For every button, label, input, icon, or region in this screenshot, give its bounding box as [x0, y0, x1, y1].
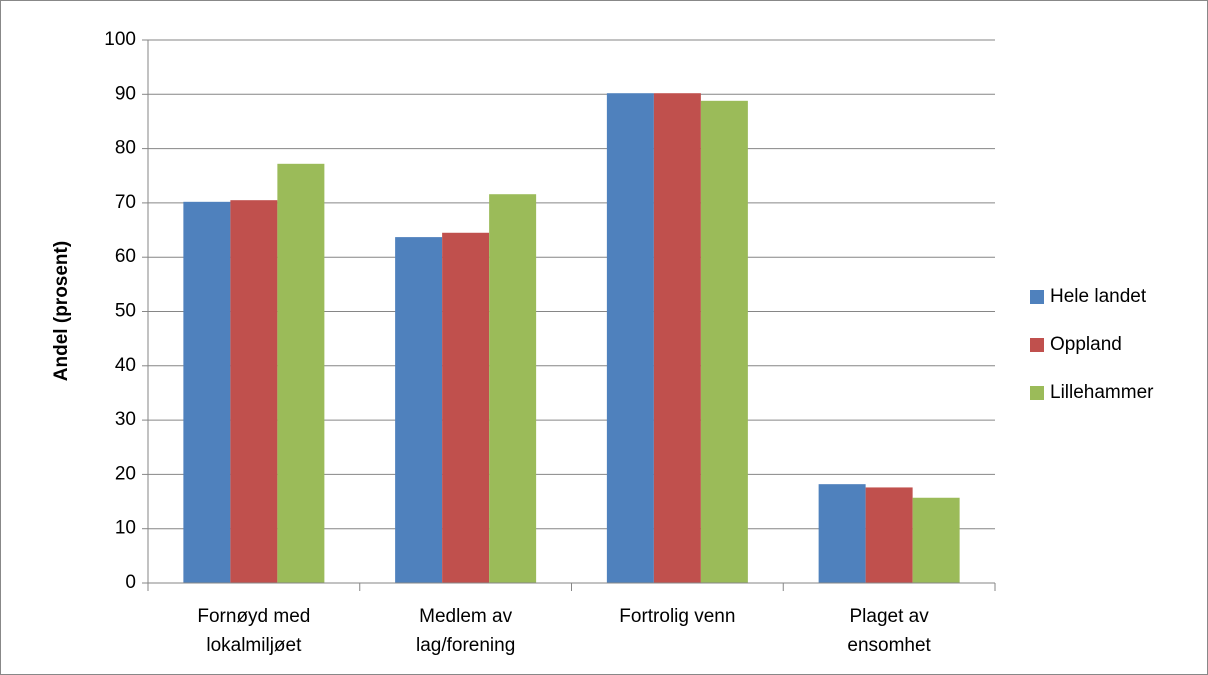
y-tick-label: 20	[115, 463, 136, 484]
x-tick-label: Medlem av	[419, 606, 512, 627]
bar	[489, 194, 537, 583]
x-tick-label: lag/forening	[416, 635, 515, 656]
x-tick-label: ensomhet	[847, 635, 931, 656]
bar	[865, 487, 913, 583]
bar	[442, 232, 490, 583]
y-tick-label: 70	[115, 192, 136, 213]
bar	[700, 100, 748, 583]
bar	[395, 237, 443, 583]
y-tick-label: 60	[115, 246, 136, 267]
legend-label: Lillehammer	[1050, 382, 1154, 403]
legend-label: Hele landet	[1050, 286, 1147, 307]
y-tick-label: 50	[115, 301, 136, 322]
y-tick-label: 0	[125, 572, 136, 593]
x-tick-label: Fornøyd med	[197, 606, 310, 627]
legend-swatch	[1030, 290, 1044, 304]
legend-swatch	[1030, 338, 1044, 352]
y-tick-label: 10	[115, 518, 136, 539]
x-tick-label: Plaget av	[850, 606, 930, 627]
bar	[818, 484, 866, 583]
bar	[912, 497, 960, 583]
legend-swatch	[1030, 386, 1044, 400]
x-tick-label: Fortrolig venn	[619, 606, 735, 627]
y-axis-title: Andel (prosent)	[51, 241, 72, 381]
y-tick-label: 100	[104, 29, 136, 50]
bar	[653, 93, 701, 584]
y-tick-label: 30	[115, 409, 136, 430]
y-tick-label: 80	[115, 138, 136, 159]
bar	[277, 163, 325, 583]
legend-label: Oppland	[1050, 334, 1122, 355]
x-tick-label: lokalmiljøet	[206, 635, 302, 656]
bar	[230, 200, 278, 583]
bar	[606, 93, 654, 584]
bar	[183, 201, 231, 583]
y-tick-label: 40	[115, 355, 136, 376]
y-tick-label: 90	[115, 83, 136, 104]
